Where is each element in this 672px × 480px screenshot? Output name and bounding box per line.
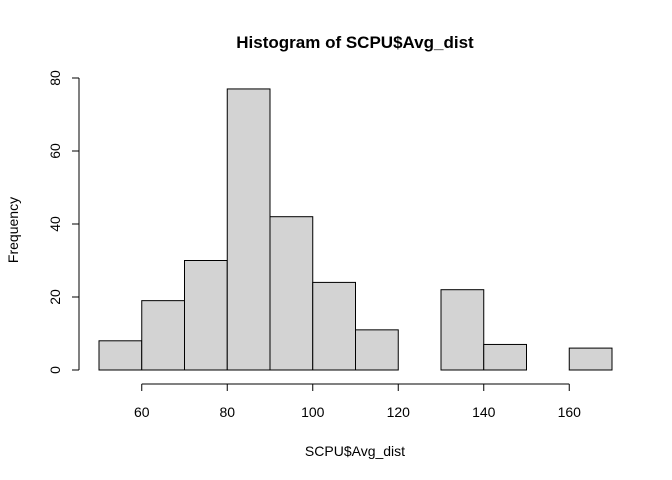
histogram-bar-50-60 [98,340,143,371]
x-tick-label: 60 [134,404,150,420]
x-tick-label: 80 [219,404,235,420]
y-tick-label: 40 [47,216,63,232]
histogram-bar-80-90 [226,88,271,371]
x-tick-label: 140 [472,404,496,420]
histogram-bar-160-170 [568,347,613,371]
histogram-bar-60-70 [141,300,185,371]
histogram-bar-140-150 [483,343,527,371]
x-tick-label: 100 [301,404,325,420]
histogram-bar-90-100 [269,216,314,371]
chart-title: Histogram of SCPU$Avg_dist [236,33,474,52]
y-tick-label: 20 [47,289,63,305]
histogram-bar-130-140 [440,289,485,371]
x-tick-label: 120 [387,404,411,420]
y-tick-label: 0 [47,366,63,374]
histogram-bar-100-110 [312,281,356,371]
x-tick-label: 160 [558,404,582,420]
y-axis-label: Frequency [5,197,21,263]
histogram-bar-110-120 [355,329,399,371]
y-tick-label: 60 [47,143,63,159]
y-tick-label: 80 [47,70,63,86]
histogram-bar-70-80 [184,260,228,371]
y-axis: 0 20 40 60 80 [47,70,80,374]
x-axis: 60 80 100 120 140 160 [134,383,582,420]
x-axis-label: SCPU$Avg_dist [305,443,405,459]
bars-group [98,88,613,371]
